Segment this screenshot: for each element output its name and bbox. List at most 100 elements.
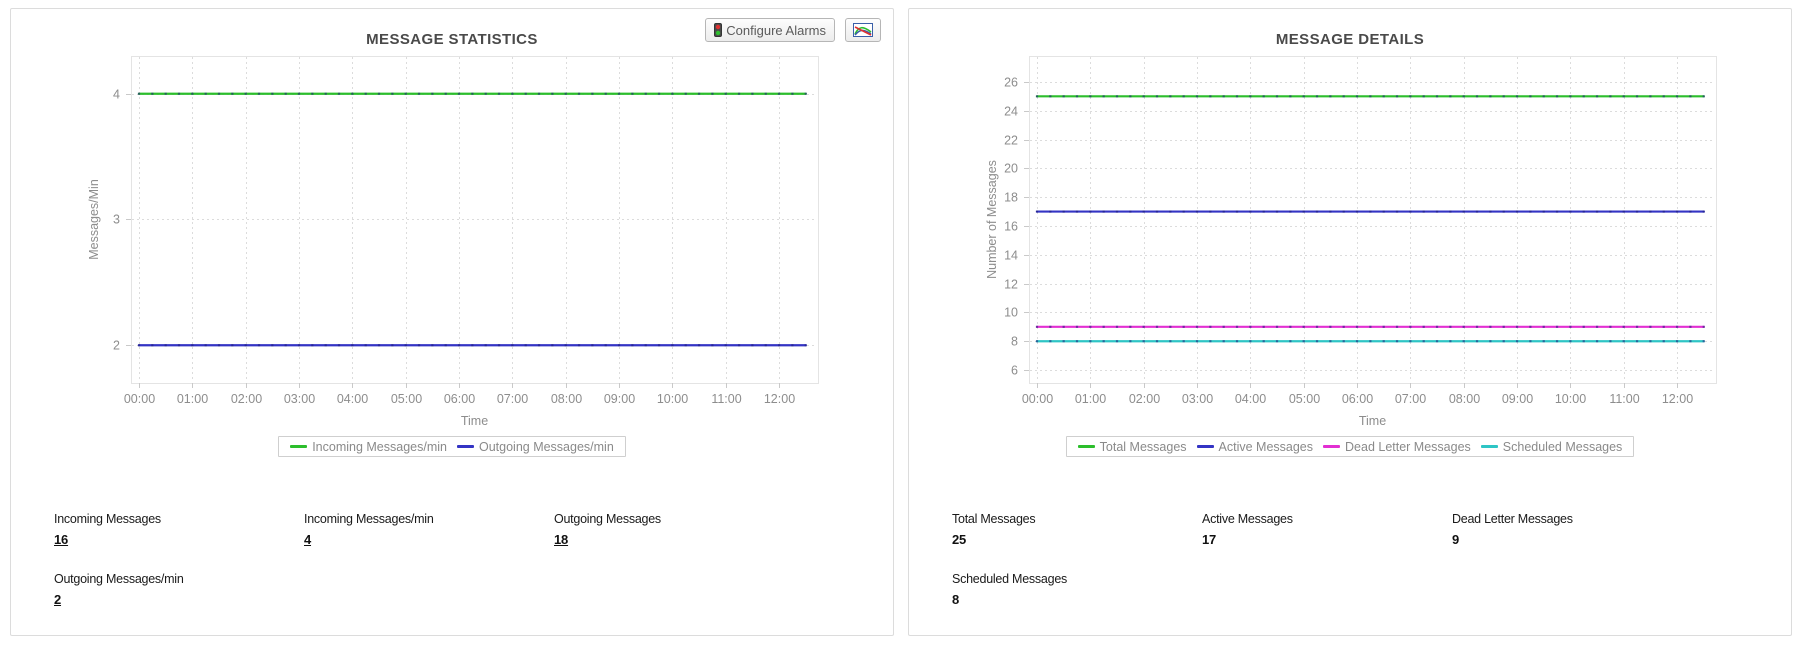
- svg-text:09:00: 09:00: [1502, 392, 1533, 406]
- legend-label: Total Messages: [1099, 439, 1187, 454]
- legend-swatch-incoming: [290, 445, 308, 448]
- legend-swatch-dead-letter: [1323, 445, 1341, 448]
- legend-swatch-scheduled: [1480, 445, 1498, 448]
- svg-text:Messages/Min: Messages/Min: [87, 179, 101, 260]
- chart-legend: Incoming Messages/min Outgoing Messages/…: [278, 436, 626, 457]
- svg-text:26: 26: [1004, 76, 1018, 90]
- svg-text:01:00: 01:00: [1075, 392, 1106, 406]
- stat-value: 8: [952, 592, 960, 607]
- legend-label: Dead Letter Messages: [1345, 439, 1471, 454]
- svg-text:00:00: 00:00: [124, 392, 155, 406]
- svg-text:01:00: 01:00: [177, 392, 208, 406]
- svg-text:22: 22: [1004, 134, 1018, 148]
- stat-label: Incoming Messages/min: [304, 512, 434, 526]
- svg-text:11:00: 11:00: [1609, 392, 1639, 406]
- svg-text:03:00: 03:00: [1182, 392, 1213, 406]
- statistics-grid: Total Messages 25 Active Messages 17 Dea…: [952, 511, 1752, 631]
- legend-swatch-total: [1077, 445, 1095, 448]
- stat-label: Scheduled Messages: [952, 572, 1068, 586]
- legend-item[interactable]: Dead Letter Messages: [1323, 440, 1471, 454]
- chart-title: MESSAGE DETAILS: [1275, 31, 1425, 48]
- svg-text:07:00: 07:00: [1395, 392, 1426, 406]
- legend-label: Active Messages: [1218, 439, 1314, 454]
- stat-value: 25: [952, 532, 967, 547]
- stat-label: Active Messages: [1202, 512, 1293, 526]
- chart-legend: Total Messages Active Messages Dead Lett…: [1065, 436, 1635, 457]
- message-details-panel: MESSAGE DETAILS 00:00 01:00 02:00 03:00 04:0…: [908, 8, 1792, 636]
- svg-text:09:00: 09:00: [604, 392, 635, 406]
- svg-text:05:00: 05:00: [1289, 392, 1320, 406]
- legend-label: Scheduled Messages: [1502, 439, 1623, 454]
- svg-text:06:00: 06:00: [1342, 392, 1373, 406]
- stat-label: Dead Letter Messages: [1452, 512, 1573, 526]
- svg-text:00:00: 00:00: [1022, 392, 1053, 406]
- stat-label: Total Messages: [952, 512, 1036, 526]
- svg-text:04:00: 04:00: [337, 392, 368, 406]
- stat-cell-total-messages: Total Messages 25: [952, 511, 1202, 571]
- svg-text:4: 4: [113, 88, 120, 102]
- svg-text:11:00: 11:00: [711, 392, 741, 406]
- svg-text:16: 16: [1004, 220, 1018, 234]
- legend-label: Outgoing Messages/min: [478, 439, 614, 454]
- line-chart-icon: [853, 23, 873, 37]
- svg-text:12: 12: [1004, 278, 1018, 292]
- stat-cell-scheduled-messages: Scheduled Messages 8: [952, 571, 1202, 631]
- svg-text:02:00: 02:00: [231, 392, 262, 406]
- statistics-grid: Incoming Messages 16 Incoming Messages/m…: [54, 511, 854, 631]
- legend-item[interactable]: Total Messages: [1077, 439, 1187, 454]
- svg-text:20: 20: [1004, 162, 1018, 176]
- svg-text:12:00: 12:00: [1662, 392, 1693, 406]
- chart-legend-row: Total Messages Active Messages Dead Lett…: [909, 435, 1791, 457]
- svg-text:10:00: 10:00: [657, 392, 688, 406]
- svg-text:18: 18: [1004, 191, 1018, 205]
- stat-cell-dead-letter-messages: Dead Letter Messages 9: [1452, 511, 1702, 571]
- stat-cell-incoming-messages: Incoming Messages 16: [54, 511, 304, 571]
- stat-cell-active-messages: Active Messages 17: [1202, 511, 1452, 571]
- legend-swatch-active: [1196, 445, 1214, 448]
- svg-text:Number of Messages: Number of Messages: [985, 160, 999, 279]
- svg-text:10:00: 10:00: [1555, 392, 1586, 406]
- svg-text:Time: Time: [461, 414, 488, 428]
- stat-cell-incoming-messages-per-min: Incoming Messages/min 4: [304, 511, 554, 571]
- stat-value[interactable]: 18: [554, 532, 569, 547]
- stat-label: Outgoing Messages: [554, 512, 661, 526]
- stat-value[interactable]: 16: [54, 532, 69, 547]
- svg-text:04:00: 04:00: [1235, 392, 1266, 406]
- legend-item[interactable]: Active Messages: [1196, 439, 1314, 454]
- svg-text:Time: Time: [1359, 414, 1386, 428]
- stat-value[interactable]: 2: [54, 592, 62, 607]
- svg-text:05:00: 05:00: [391, 392, 422, 406]
- stat-value[interactable]: 4: [304, 532, 312, 547]
- svg-text:3: 3: [113, 213, 120, 227]
- message-details-chart[interactable]: 00:00 01:00 02:00 03:00 04:00 05:00 06:00 07:00…: [909, 48, 1791, 430]
- svg-text:12:00: 12:00: [764, 392, 795, 406]
- traffic-light-icon: [714, 23, 723, 37]
- legend-item[interactable]: Outgoing Messages/min: [456, 439, 614, 454]
- svg-text:03:00: 03:00: [284, 392, 315, 406]
- message-statistics-chart[interactable]: 00:00 01:00 02:00 03:00 04:00 05:00 06:00 07:00…: [11, 48, 893, 430]
- line-chart-button[interactable]: [845, 18, 881, 42]
- stat-cell-outgoing-messages-per-min: Outgoing Messages/min 2: [54, 571, 304, 631]
- legend-item[interactable]: Scheduled Messages: [1480, 439, 1623, 454]
- stat-label: Outgoing Messages/min: [54, 572, 184, 586]
- message-statistics-panel: Configure Alarms MESSAGE STATISTICS 00:0…: [10, 8, 894, 636]
- svg-text:6: 6: [1011, 364, 1018, 378]
- svg-text:07:00: 07:00: [497, 392, 528, 406]
- svg-text:10: 10: [1004, 306, 1018, 320]
- legend-item[interactable]: Incoming Messages/min: [290, 440, 447, 454]
- stat-cell-outgoing-messages: Outgoing Messages 18: [554, 511, 804, 571]
- legend-label: Incoming Messages/min: [312, 439, 447, 454]
- stat-label: Incoming Messages: [54, 512, 161, 526]
- stat-value: 9: [1452, 532, 1460, 547]
- svg-text:14: 14: [1004, 249, 1018, 263]
- chart-title: MESSAGE STATISTICS: [366, 31, 538, 48]
- chart-legend-row: Incoming Messages/min Outgoing Messages/…: [11, 435, 893, 457]
- svg-text:02:00: 02:00: [1129, 392, 1160, 406]
- svg-text:2: 2: [113, 339, 120, 353]
- configure-alarms-label: Configure Alarms: [726, 22, 826, 38]
- svg-text:06:00: 06:00: [444, 392, 475, 406]
- panel-toolbar: Configure Alarms: [705, 18, 881, 42]
- svg-text:08:00: 08:00: [1449, 392, 1480, 406]
- configure-alarms-button[interactable]: Configure Alarms: [705, 18, 835, 42]
